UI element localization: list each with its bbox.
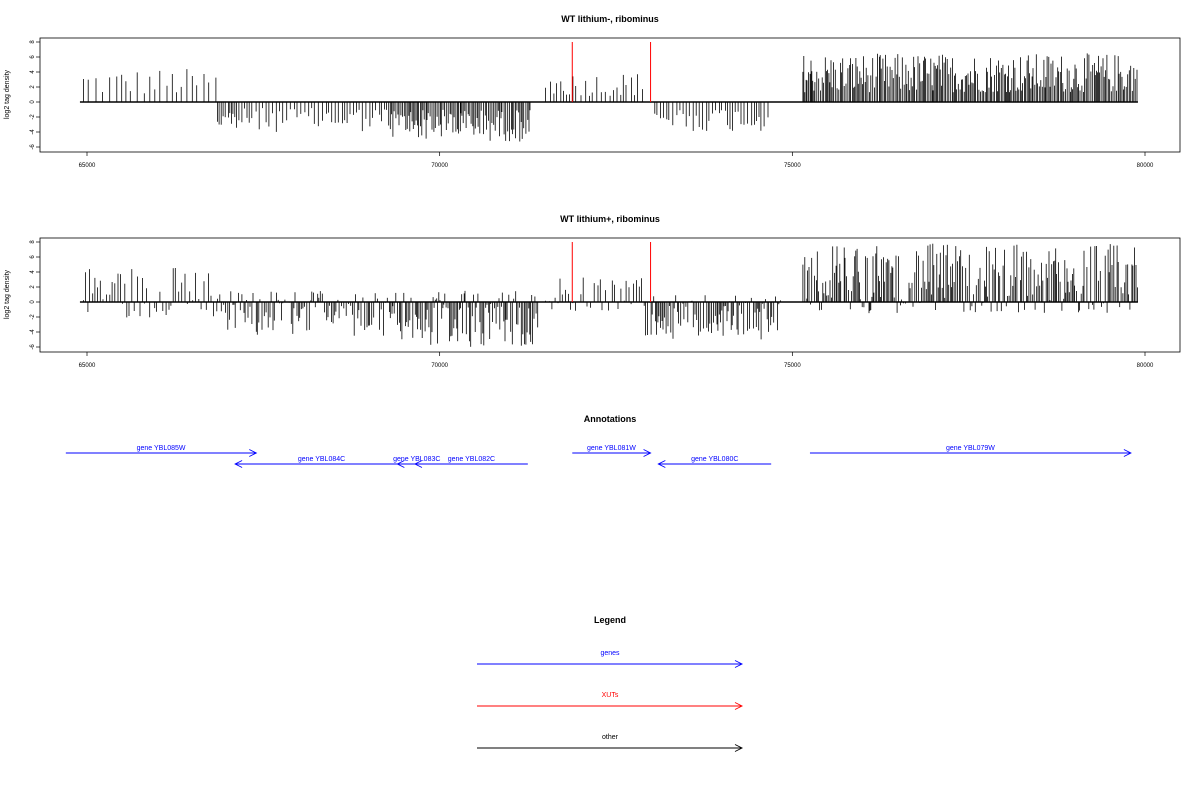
x-tick-label: 65000 <box>79 363 96 369</box>
legend-title: Legend <box>594 615 626 625</box>
y-tick-label: -6 <box>30 144 36 150</box>
y-tick-label: 8 <box>30 40 36 44</box>
y-tick-label: -4 <box>30 129 36 135</box>
gene-label: gene YBL080C <box>691 456 738 463</box>
plot-frame <box>39 37 1181 153</box>
gene-label: gene YBL085W <box>137 445 186 452</box>
panel-2: WT lithium+, ribominus 8 6 4 2 0 -2 -4 -6 log2 ta… <box>4 214 1181 369</box>
y-tick-label: 0 <box>30 100 36 104</box>
legend-arrow-head <box>734 702 744 710</box>
gene-arrow-head <box>657 460 666 468</box>
y-tick-label: -2 <box>30 114 36 120</box>
y-axis-label: log2 tag density <box>4 269 11 319</box>
density-bars <box>83 243 1138 347</box>
panel-1-title: WT lithium-, ribominus <box>561 14 659 24</box>
annotations-title: Annotations <box>584 414 637 424</box>
y-tick-label: 2 <box>30 85 36 89</box>
y-tick-label: 4 <box>30 70 36 74</box>
gene-label: gene YBL079W <box>946 445 995 452</box>
x-tick-label: 80000 <box>1137 363 1154 369</box>
legend-item-label: other <box>602 734 619 741</box>
x-tick-label: 70000 <box>431 363 448 369</box>
legend-item-label: genes <box>600 650 620 657</box>
x-tick-label: 80000 <box>1137 163 1154 169</box>
y-tick-label: 2 <box>30 285 36 289</box>
gene-label: gene YBL083C <box>393 456 440 463</box>
gene-arrow-head <box>413 460 423 468</box>
panel-1: WT lithium-, ribominus 8 6 4 2 0 -2 -4 -6 log2 ta… <box>4 14 1181 169</box>
legend-arrow-head <box>734 744 744 752</box>
y-tick-label: -4 <box>30 329 36 335</box>
plot-frame <box>39 237 1181 353</box>
gene-arrow-head <box>1123 449 1132 457</box>
gene-label: gene YBL082C <box>448 456 495 463</box>
y-tick-label: 6 <box>30 55 36 59</box>
y-tick-label: -2 <box>30 314 36 320</box>
x-tick-label: 75000 <box>784 163 801 169</box>
legend: Legend genes XUTs other <box>477 615 744 752</box>
y-tick-label: -6 <box>30 344 36 350</box>
y-tick-label: 6 <box>30 255 36 259</box>
annotations-track: Annotations gene YBL085W gene YBL084C gene … <box>65 414 1132 468</box>
legend-item-label: XUTs <box>602 692 619 699</box>
density-bars <box>83 53 1138 142</box>
y-axis-label: log2 tag density <box>4 69 11 119</box>
gene-label: gene YBL084C <box>298 456 345 463</box>
panel-2-title: WT lithium+, ribominus <box>560 214 660 224</box>
gene-label: gene YBL081W <box>587 445 636 452</box>
x-tick-label: 75000 <box>784 363 801 369</box>
y-tick-label: 8 <box>30 240 36 244</box>
x-tick-label: 65000 <box>79 163 96 169</box>
y-tick-label: 4 <box>30 270 36 274</box>
legend-arrow-head <box>734 660 744 668</box>
gene-arrow-head <box>249 449 258 457</box>
gene-arrow-head <box>396 460 405 468</box>
y-tick-label: 0 <box>30 300 36 304</box>
gene-arrow-head <box>234 460 243 468</box>
gene-arrow-head <box>643 449 652 457</box>
x-tick-label: 70000 <box>431 163 448 169</box>
